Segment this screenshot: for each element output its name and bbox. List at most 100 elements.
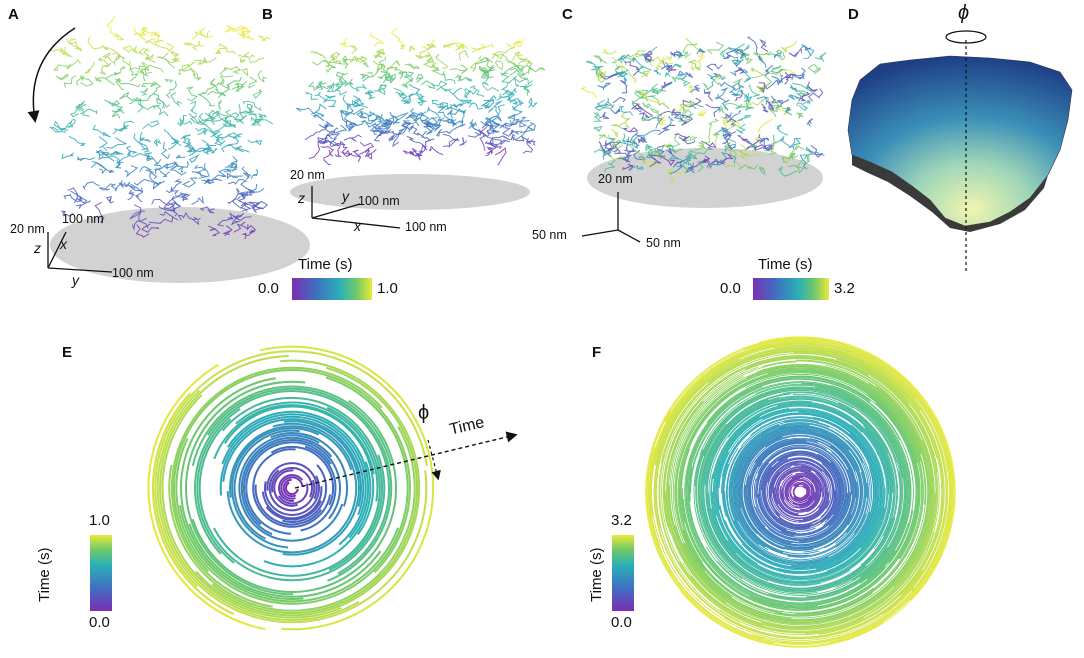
trajectory-segment (205, 124, 221, 138)
trajectory-segment (702, 155, 711, 163)
trajectory-segment (55, 73, 69, 81)
trajectory-segment (690, 61, 702, 72)
trajectory-segment (698, 141, 706, 149)
trajectory-segment (312, 114, 325, 122)
trajectory-segment (203, 147, 213, 155)
trajectory-segment (153, 138, 162, 148)
trajectory-segment (628, 165, 644, 171)
trajectory-segment (209, 78, 219, 91)
trajectory-segment (163, 195, 178, 217)
trajectory-segment (99, 62, 112, 75)
trajectory-segment (735, 66, 745, 75)
trajectory-segment (683, 136, 698, 143)
trajectory-segment (99, 183, 115, 191)
spiral-arc (706, 398, 894, 586)
spiral-arc (740, 432, 856, 550)
trajectory-segment (724, 143, 736, 152)
trajectory-segment (691, 52, 705, 68)
trajectory-segment (227, 179, 247, 185)
trajectory-segment (150, 81, 162, 91)
trajectory-segment (661, 81, 673, 89)
spiral-arc (755, 446, 846, 537)
trajectory-segment (382, 73, 396, 84)
trajectory-segment (114, 77, 125, 91)
trajectory-segment (400, 44, 406, 50)
trajectory-segment (409, 145, 427, 156)
trajectory-segment (201, 178, 214, 185)
trajectory-segment (376, 50, 385, 56)
spiral-arc (270, 445, 335, 506)
trajectory-segment (795, 93, 807, 100)
spiral-arc (175, 376, 409, 605)
trajectory-segment (797, 90, 812, 96)
trajectory-segment (480, 98, 495, 108)
trajectory-segment (510, 133, 516, 142)
spiral-arc (751, 462, 849, 541)
trajectory-segment (439, 86, 454, 95)
spiral-arc (705, 383, 909, 601)
trajectory-segment (672, 100, 694, 113)
trajectory-segment (425, 51, 433, 63)
trajectory-segment (188, 154, 200, 163)
trajectory-segment (416, 130, 427, 140)
trajectory-segment (807, 63, 821, 75)
trajectory-segment (318, 123, 332, 134)
trajectory-segment (345, 124, 356, 133)
trajectory-segment (398, 122, 412, 135)
trajectory-segment (233, 214, 252, 222)
trajectory-segment (499, 72, 510, 83)
trajectory-segment (594, 97, 609, 109)
trajectory-segment (94, 76, 105, 83)
trajectory-segment (443, 73, 456, 85)
trajectory-segment (216, 133, 231, 142)
trajectory-segment (232, 196, 247, 213)
trajectory-segment (665, 65, 677, 72)
trajectory-segment (113, 54, 122, 66)
panel-b-colorbar-min: 0.0 (258, 280, 279, 297)
trajectory-segment (136, 65, 150, 75)
panel-f-colorbar-min: 0.0 (611, 614, 632, 631)
trajectory-segment (684, 162, 695, 174)
spiral-arc (738, 430, 862, 549)
trajectory-segment (743, 93, 753, 103)
trajectory-segment (433, 122, 442, 130)
trajectory-segment (685, 71, 694, 79)
trajectory-segment (523, 84, 530, 96)
trajectory-segment (420, 116, 439, 125)
panel-c-x-scale: 50 nm (532, 228, 567, 242)
trajectory-segment (634, 87, 658, 99)
panel-c-z-scale: 20 nm (598, 172, 633, 186)
trajectory-segment (234, 80, 248, 89)
trajectory-segment (208, 225, 221, 237)
trajectory-segment (611, 128, 619, 137)
trajectory-segment (670, 50, 685, 57)
trajectory-segment (604, 141, 622, 149)
trajectory-segment (119, 91, 136, 101)
trajectory-segment (502, 77, 527, 90)
trajectory-segment (164, 58, 180, 64)
spiral-arc (676, 368, 924, 616)
trajectory-segment (241, 31, 255, 40)
spiral-arc (722, 433, 878, 570)
trajectory-segment (415, 92, 425, 100)
trajectory-segment (423, 122, 434, 130)
trajectory-segment (634, 90, 645, 96)
trajectory-segment (682, 97, 702, 108)
trajectory-segment (431, 99, 449, 106)
trajectory-segment (238, 103, 251, 118)
trajectory-segment (177, 114, 187, 127)
trajectory-segment (757, 119, 773, 133)
trajectory-segment (65, 38, 83, 51)
panel-b-shadow (290, 174, 530, 210)
trajectory-segment (190, 100, 198, 115)
trajectory-segment (650, 95, 670, 110)
trajectory-segment (184, 42, 196, 47)
trajectory-segment (746, 138, 757, 151)
trajectory-segment (707, 118, 720, 134)
trajectory-segment (373, 130, 386, 142)
trajectory-segment (429, 145, 444, 156)
spiral-arc (718, 410, 882, 574)
trajectory-segment (622, 74, 628, 83)
trajectory-segment (723, 112, 732, 120)
trajectory-segment (368, 122, 384, 129)
